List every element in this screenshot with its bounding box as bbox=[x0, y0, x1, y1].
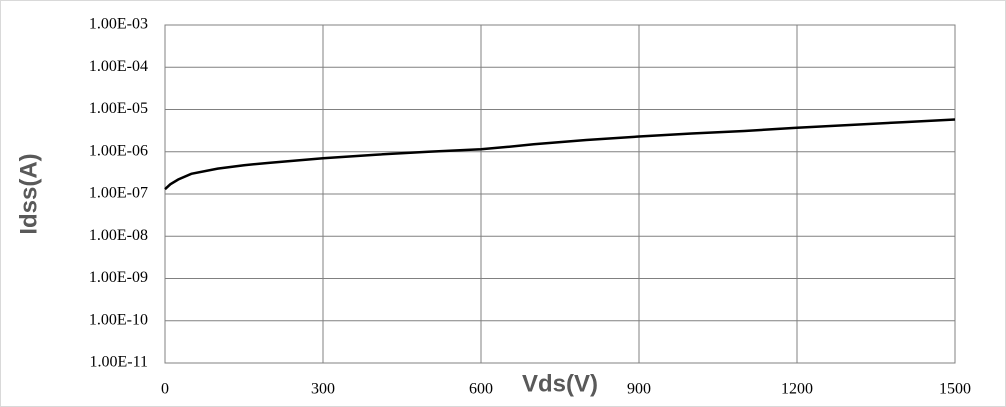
x-tick-label: 600 bbox=[469, 381, 493, 398]
y-tick-label: 1.00E-08 bbox=[89, 227, 148, 244]
x-axis-label: Vds(V) bbox=[522, 370, 598, 397]
y-tick-label: 1.00E-04 bbox=[89, 58, 148, 75]
y-tick-label: 1.00E-05 bbox=[89, 100, 148, 117]
x-tick-label: 1200 bbox=[781, 381, 813, 398]
y-tick-label: 1.00E-10 bbox=[89, 311, 148, 328]
x-tick-label: 300 bbox=[311, 381, 335, 398]
y-tick-label: 1.00E-03 bbox=[89, 16, 148, 33]
x-tick-label: 0 bbox=[161, 381, 169, 398]
y-tick-label: 1.00E-07 bbox=[89, 185, 148, 202]
y-tick-label: 1.00E-06 bbox=[89, 142, 148, 159]
x-tick-label: 1500 bbox=[939, 381, 971, 398]
x-tick-label: 900 bbox=[627, 381, 651, 398]
y-tick-label: 1.00E-11 bbox=[89, 354, 148, 371]
y-axis-label: Idss(A) bbox=[15, 153, 42, 234]
y-tick-label: 1.00E-09 bbox=[89, 269, 148, 286]
data-line bbox=[164, 118, 956, 191]
plot-area-border bbox=[164, 24, 956, 364]
